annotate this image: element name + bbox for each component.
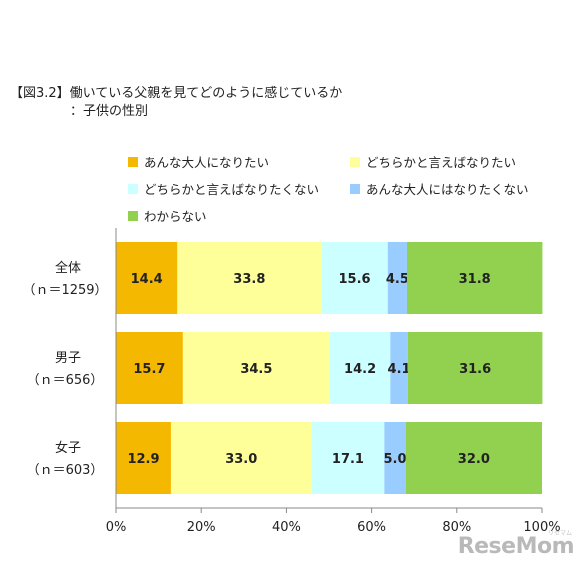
category-label: 男子 <box>55 351 81 366</box>
data-label: 33.8 <box>233 272 265 287</box>
bar-segment <box>116 242 178 314</box>
chart-title-line1: 【図3.2】働いている父親を見てどのように感じているか <box>10 86 343 101</box>
data-label: 15.7 <box>133 362 165 377</box>
bar-segment <box>170 422 312 494</box>
data-label: 34.5 <box>240 362 272 377</box>
x-tick-label: 100% <box>523 520 560 535</box>
data-label: 33.0 <box>225 452 257 467</box>
bar-segment <box>329 332 391 404</box>
bar-segment <box>390 332 408 404</box>
legend-item: どちらかと言えばなりたくない <box>128 179 319 198</box>
category-label: 全体 <box>55 260 81 276</box>
bar-segment <box>387 242 407 314</box>
x-tick-label: 0% <box>106 520 127 535</box>
chart-title-line2: ：子供の性別 <box>70 104 149 119</box>
bar-segment <box>321 242 388 314</box>
data-label: 17.1 <box>332 452 364 467</box>
legend-label: わからない <box>144 209 207 224</box>
x-tick-label: 20% <box>187 520 216 535</box>
bar-segment <box>182 332 330 404</box>
legend-label: どちらかと言えばなりたい <box>366 155 517 170</box>
legend-swatch <box>128 183 138 194</box>
legend-item: どちらかと言えばなりたい <box>350 152 516 171</box>
chart-title: 【図3.2】働いている父親を見てどのように感じているか ：子供の性別 <box>10 85 342 121</box>
bar-segment <box>311 422 385 494</box>
x-tick-label: 80% <box>442 520 471 535</box>
category-label: 女子 <box>55 440 81 456</box>
legend-label: どちらかと言えばなりたくない <box>144 182 320 197</box>
data-label: 5.0 <box>384 452 407 467</box>
resemom-logo-text: ReseMom <box>457 534 575 559</box>
bar-segment <box>405 422 542 494</box>
data-label: 32.0 <box>458 452 490 467</box>
bar-segment <box>406 242 543 314</box>
data-label: 4.5 <box>386 272 409 287</box>
legend-swatch <box>350 156 360 167</box>
data-label: 4.1 <box>388 362 411 377</box>
legend-item: あんな大人になりたい <box>128 152 269 171</box>
legend-item: わからない <box>128 206 207 225</box>
bar-segment <box>116 332 183 404</box>
legend-swatch <box>350 183 360 194</box>
bar-segment <box>116 422 171 494</box>
legend-item: あんな大人にはなりたくない <box>350 179 529 198</box>
resemom-logo: リセマム ReseMom <box>457 530 575 559</box>
legend-label: あんな大人になりたい <box>144 155 270 170</box>
legend-label: あんな大人にはなりたくない <box>366 182 529 197</box>
resemom-logo-sub: リセマム <box>547 530 572 537</box>
data-label: 15.6 <box>339 272 371 287</box>
data-label: 14.2 <box>344 362 376 377</box>
x-tick-label: 60% <box>357 520 386 535</box>
legend-swatch <box>128 156 138 167</box>
legend-swatch <box>128 210 138 221</box>
category-n-label: （ｎ＝1259） <box>22 283 107 298</box>
data-label: 12.9 <box>127 452 159 467</box>
data-label: 14.4 <box>131 272 163 287</box>
bar-segment <box>407 332 543 404</box>
data-label: 31.6 <box>459 362 491 377</box>
category-n-label: （ｎ＝603） <box>27 463 104 478</box>
bar-segment <box>177 242 322 314</box>
category-n-label: （ｎ＝656） <box>27 373 104 388</box>
x-tick-label: 40% <box>272 520 301 535</box>
data-label: 31.8 <box>459 272 491 287</box>
bar-segment <box>384 422 406 494</box>
